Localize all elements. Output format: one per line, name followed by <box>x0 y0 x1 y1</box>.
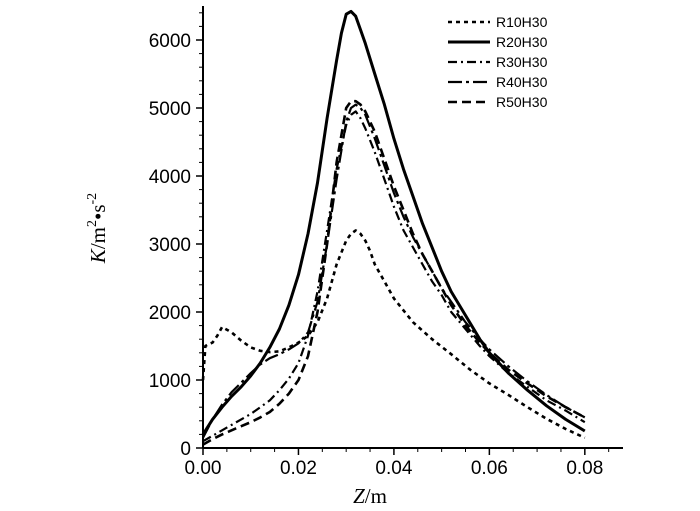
y-tick-label: 6000 <box>149 31 191 52</box>
y-axis-label: K/m2•s-2 <box>85 193 110 264</box>
legend-label-r20h30: R20H30 <box>496 34 548 50</box>
x-tick-label: 0.08 <box>566 458 603 479</box>
y-axis-unit-mid: •s <box>86 204 110 220</box>
legend: R10H30 R20H30 R30H30 R40H30 R50H30 <box>448 14 548 110</box>
y-tick-label: 0 <box>180 439 191 460</box>
y-tick-label: 2000 <box>149 303 191 324</box>
legend-label-r10h30: R10H30 <box>496 14 548 30</box>
x-axis-unit: /m <box>365 484 387 508</box>
y-axis-unit-exponent-1: 2 <box>85 220 100 227</box>
legend-label-r30h30: R30H30 <box>496 54 548 70</box>
x-axis-variable: Z <box>353 484 365 508</box>
axes <box>202 6 623 449</box>
y-ticks: 0 1000 2000 3000 4000 5000 6000 <box>149 12 203 460</box>
x-ticks: 0.00 0.02 0.04 0.06 0.08 <box>185 448 610 479</box>
x-tick-label: 0.06 <box>471 458 508 479</box>
x-axis-label: Z/m <box>353 484 387 508</box>
series-line-r50h30 <box>202 99 586 446</box>
y-tick-label: 4000 <box>149 167 191 188</box>
y-tick-label: 3000 <box>149 235 191 256</box>
x-tick-label: 0.02 <box>280 458 317 479</box>
legend-label-r40h30: R40H30 <box>496 74 548 90</box>
series-layer <box>201 9 586 446</box>
y-axis-unit-exponent-2: -2 <box>85 193 100 205</box>
y-tick-label: 5000 <box>149 99 191 120</box>
series-line-r10h30 <box>201 229 586 439</box>
y-tick-label: 1000 <box>149 371 191 392</box>
x-tick-label: 0.00 <box>185 458 222 479</box>
y-axis-unit: /m <box>86 227 110 249</box>
y-axis-variable: K <box>86 248 110 264</box>
x-tick-label: 0.04 <box>375 458 412 479</box>
legend-label-r50h30: R50H30 <box>496 94 548 110</box>
series-line-r40h30 <box>202 103 586 439</box>
series-line-r30h30 <box>202 110 586 443</box>
